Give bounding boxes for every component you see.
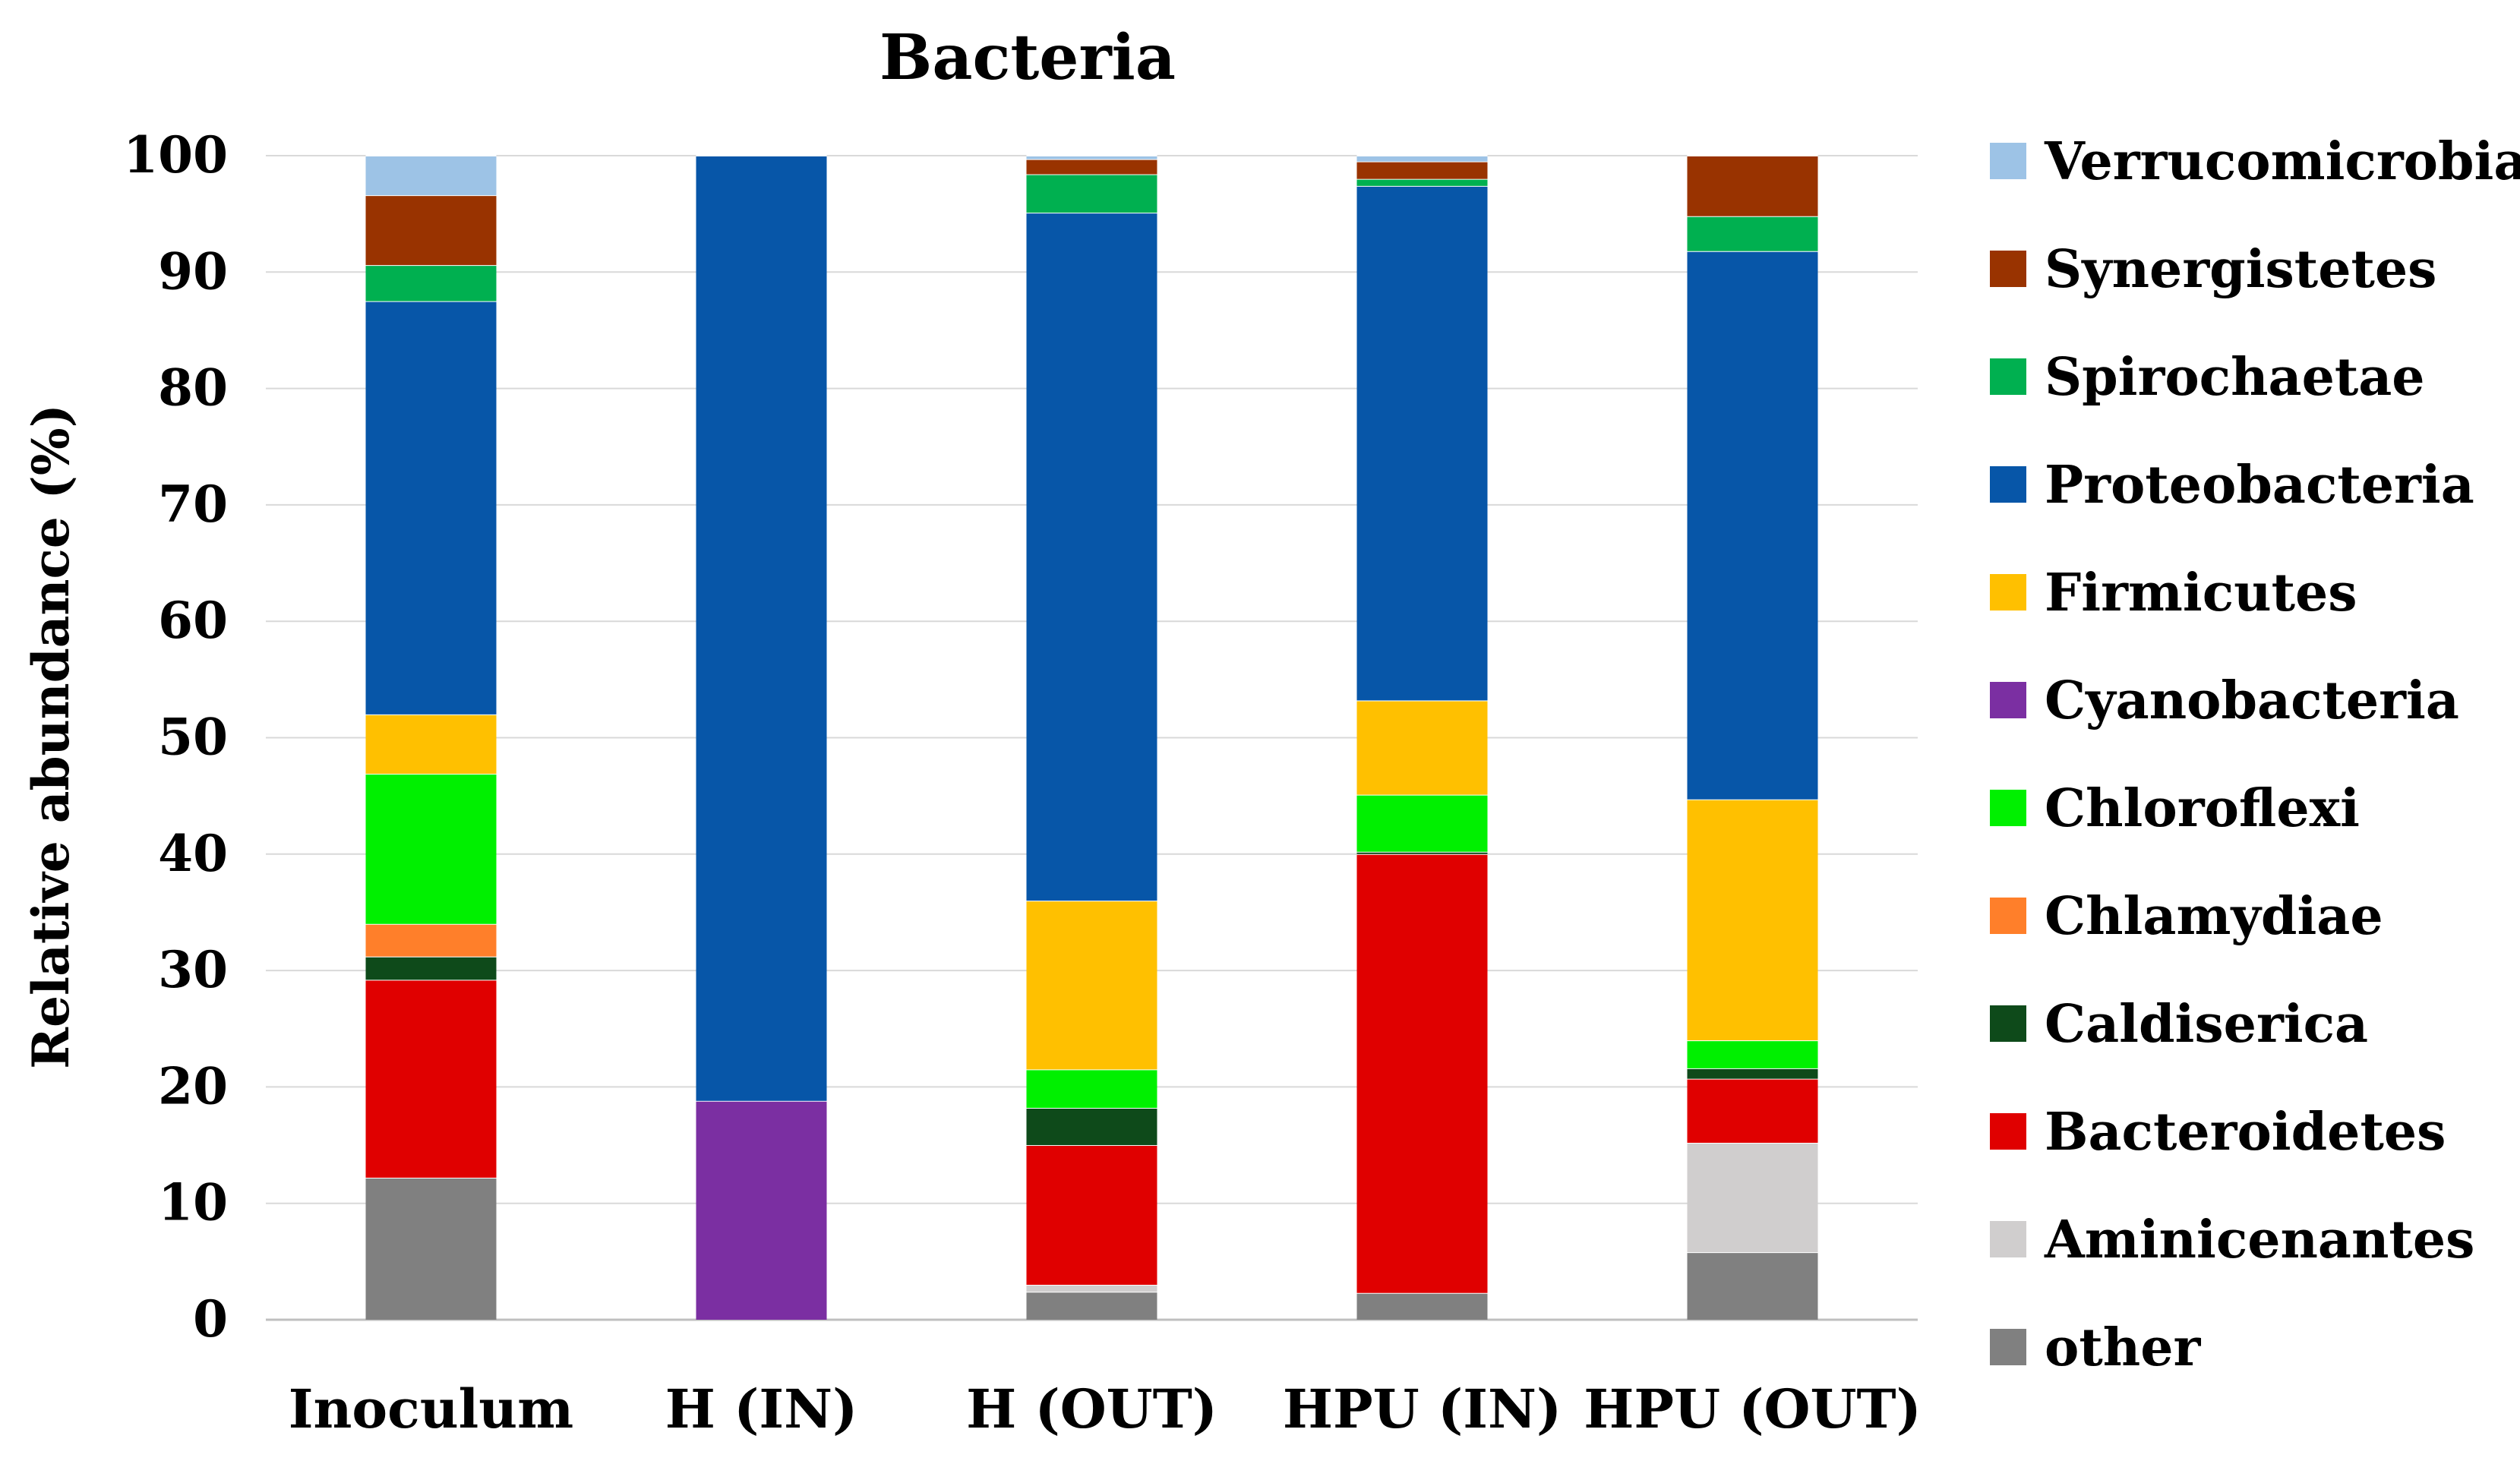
bar-segment	[365, 195, 497, 266]
legend-label: Synergistetes	[2045, 239, 2436, 300]
bar-segment	[1356, 700, 1488, 795]
y-tick-label: 10	[158, 1173, 228, 1232]
legend-label: Firmicutes	[2045, 563, 2357, 623]
bar-segment	[365, 923, 497, 957]
bar-segment	[1026, 174, 1157, 213]
bar-segment	[1026, 1145, 1157, 1286]
legend-swatch	[1990, 574, 2026, 611]
y-tick-label: 30	[158, 940, 228, 999]
chart-title: Bacteria	[879, 21, 1176, 94]
legend-swatch	[1990, 1005, 2026, 1042]
x-tick-label: H (IN)	[665, 1377, 857, 1440]
y-tick-label: 20	[158, 1056, 228, 1115]
bar-segment	[365, 714, 497, 775]
bar-segment	[1687, 1040, 1818, 1068]
legend-label: Cyanobacteria	[2045, 670, 2459, 731]
bar-segment	[1687, 1252, 1818, 1320]
bar-segment	[1026, 901, 1157, 1070]
x-tick-label: Inoculum	[289, 1377, 573, 1440]
y-axis-ticks: 0 10 20 30 40 50 60 70 80 90 100	[123, 125, 228, 1349]
legend-swatch	[1990, 898, 2026, 934]
legend-swatch	[1990, 251, 2026, 287]
bar-segment	[1026, 159, 1157, 175]
bar-segment	[1026, 213, 1157, 901]
bar-segment	[1026, 1107, 1157, 1146]
legend-swatch	[1990, 358, 2026, 395]
bar-segment	[1356, 1292, 1488, 1320]
legend-swatch	[1990, 1329, 2026, 1365]
legend-label: Verrucomicrobia	[2044, 131, 2520, 192]
bar-segment	[1687, 1078, 1818, 1143]
y-tick-label: 40	[158, 824, 228, 883]
bar-segment	[1687, 251, 1818, 800]
bar-segment	[1026, 1292, 1157, 1320]
y-tick-label: 60	[158, 591, 228, 650]
y-tick-label: 50	[158, 708, 228, 767]
bar-segment	[696, 1100, 827, 1320]
legend-swatch	[1990, 466, 2026, 503]
bar-segment	[1356, 156, 1488, 162]
legend-swatch	[1990, 790, 2026, 826]
bar-segment	[365, 956, 497, 980]
legend-label: Chloroflexi	[2045, 778, 2360, 839]
y-axis-label: Relative abundance (%)	[21, 404, 81, 1069]
y-tick-label: 70	[158, 475, 228, 534]
bar-segment	[365, 265, 497, 301]
y-tick-label: 80	[158, 358, 228, 418]
bar-segment	[365, 774, 497, 924]
bar-segment	[365, 980, 497, 1178]
legend-label: Bacteroidetes	[2045, 1102, 2446, 1163]
bar-segment	[1026, 156, 1157, 159]
bar-segment	[1356, 161, 1488, 179]
bar-segment	[365, 301, 497, 715]
x-axis-ticks: Inoculum H (IN) H (OUT) HPU (IN) HPU (OUT)	[289, 1377, 1922, 1440]
legend-label: other	[2045, 1317, 2201, 1378]
y-tick-label: 0	[193, 1289, 228, 1349]
y-tick-label: 90	[158, 241, 228, 301]
legend-swatch	[1990, 682, 2026, 718]
bar-segment	[1687, 216, 1818, 251]
bar-segment	[1356, 853, 1488, 1293]
legend-swatch	[1990, 143, 2026, 179]
x-tick-label: HPU (IN)	[1283, 1377, 1562, 1440]
bar-segment	[696, 156, 827, 1101]
bar-segment	[1687, 799, 1818, 1041]
y-tick-label: 100	[123, 125, 228, 185]
bar-segment	[365, 156, 497, 196]
bar-segment	[1026, 1285, 1157, 1292]
bar-segment	[1026, 1069, 1157, 1108]
legend: Verrucomicrobia Synergistetes Spirochaetae…	[1990, 131, 2520, 1378]
bar-segment	[1687, 1068, 1818, 1079]
bar-segment	[1356, 185, 1488, 701]
legend-label: Caldiserica	[2045, 994, 2368, 1055]
legend-label: Chlamydiae	[2045, 886, 2383, 947]
bar-segment	[1687, 1142, 1818, 1253]
legend-label: Aminicenantes	[2044, 1210, 2474, 1270]
legend-swatch	[1990, 1113, 2026, 1150]
bar-segment	[1687, 156, 1818, 216]
bar-segment	[365, 1177, 497, 1320]
legend-label: Spirochaetae	[2045, 347, 2425, 408]
bar-segment	[1356, 851, 1488, 854]
legend-label: Proteobacteria	[2045, 455, 2474, 516]
x-tick-label: HPU (OUT)	[1584, 1377, 1922, 1440]
x-tick-label: H (OUT)	[966, 1377, 1217, 1440]
bar-segment	[1356, 794, 1488, 852]
legend-swatch	[1990, 1221, 2026, 1257]
bars	[365, 155, 1818, 1320]
bar-segment	[1356, 178, 1488, 186]
